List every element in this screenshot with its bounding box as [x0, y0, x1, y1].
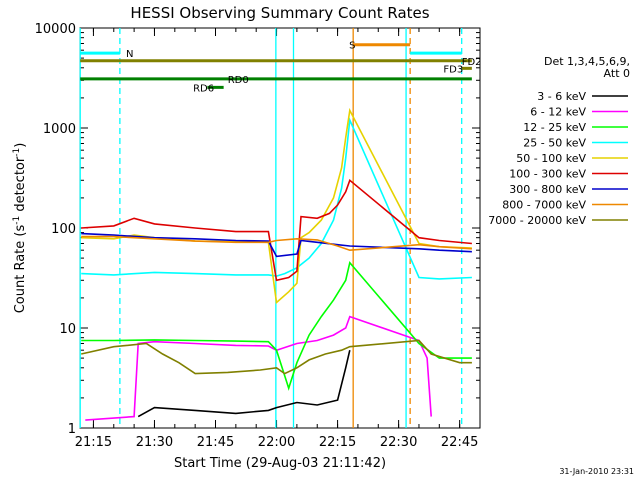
- flag-label: RD0: [228, 75, 249, 86]
- y-tick-label: 100: [51, 222, 76, 237]
- legend-label: 100 - 300 keV: [509, 168, 586, 181]
- x-axis: 21:15 21:30 21:45 22:00 22:15 22:30 22:45: [75, 28, 481, 450]
- y-axis-label-end: ): [13, 143, 28, 148]
- series-line: [137, 350, 351, 418]
- x-tick-label: 21:15: [75, 435, 112, 450]
- legend-label: 800 - 7000 keV: [502, 199, 586, 212]
- x-axis-label: Start Time (29-Aug-03 21:11:42): [174, 456, 386, 471]
- y-tick-label: 10: [59, 322, 76, 337]
- x-tick-label: 22:45: [441, 435, 478, 450]
- x-tick-label: 22:00: [258, 435, 295, 450]
- legend-title-2: Att 0: [604, 67, 630, 80]
- legend-label: 7000 - 20000 keV: [488, 214, 586, 227]
- x-tick-label: 21:30: [136, 435, 173, 450]
- y-axis-label-main: Count Rate (s: [13, 225, 28, 314]
- legend-label: 25 - 50 keV: [523, 137, 586, 150]
- x-tick-label: 21:45: [197, 435, 234, 450]
- y-axis-label-mid: detector: [13, 156, 28, 216]
- x-tick-label: 22:15: [319, 435, 356, 450]
- series-group: [81, 107, 472, 421]
- series-line: [85, 315, 432, 421]
- date-stamp: 31-Jan-2010 23:31: [559, 467, 634, 476]
- flag-label: FD3: [443, 64, 463, 75]
- plot-frame: [79, 27, 481, 429]
- legend-label: 3 - 6 keV: [537, 90, 586, 103]
- y-tick-label: 10000: [35, 22, 76, 37]
- legend-title-1: Det 1,3,4,5,6,9,: [544, 55, 630, 68]
- legend-label: 50 - 100 keV: [516, 152, 586, 165]
- chart-title: HESSI Observing Summary Count Rates: [130, 4, 429, 22]
- series-line: [81, 178, 472, 282]
- legend-label: 300 - 800 keV: [509, 183, 586, 196]
- series-line: [81, 339, 472, 375]
- flag-label: N: [126, 49, 133, 60]
- flag-label: S: [349, 41, 355, 52]
- series-line: [81, 260, 472, 391]
- y-tick-label: 1000: [43, 122, 76, 137]
- y-tick-label: 1: [68, 422, 76, 437]
- series-line: [81, 235, 472, 252]
- series-line: [81, 232, 472, 258]
- y-axis-label: Count Rate (s-1 detector-1): [12, 143, 28, 314]
- flag-label: FD2: [462, 57, 482, 68]
- y-axis-label-sup1: -1: [12, 216, 22, 225]
- legend-label: 6 - 12 keV: [530, 106, 586, 119]
- flag-label: RD6: [193, 83, 214, 94]
- x-tick-label: 22:30: [380, 435, 417, 450]
- y-axis: 1 10 100 1000 10000: [35, 22, 480, 437]
- series-line: [81, 117, 472, 280]
- legend-label: 12 - 25 keV: [523, 121, 586, 134]
- legend: Det 1,3,4,5,6,9, Att 0 3 - 6 keV 6 - 12 k…: [488, 55, 630, 227]
- y-axis-label-sup2: -1: [12, 148, 22, 157]
